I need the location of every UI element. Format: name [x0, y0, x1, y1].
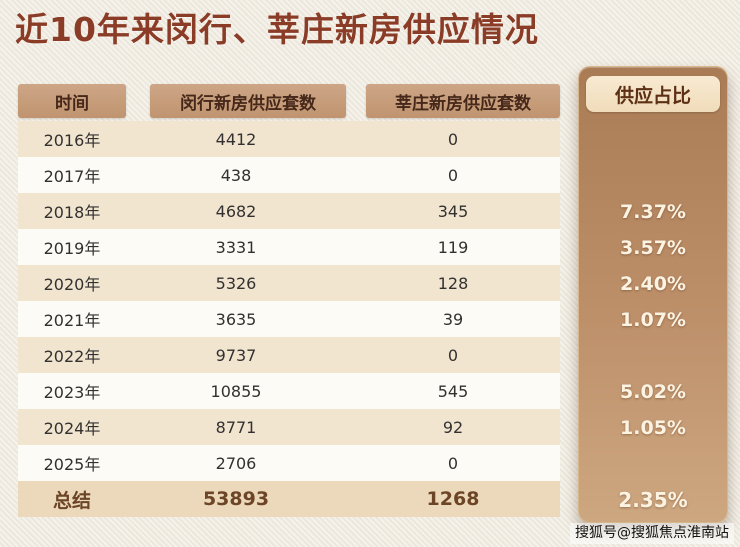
summary-label: 总结 — [52, 489, 91, 512]
year-cell: 2018年 — [43, 203, 101, 222]
xinzhuang-cell: 119 — [437, 237, 469, 257]
ratio-value — [579, 122, 727, 158]
ratio-value: 2.40% — [620, 273, 686, 295]
minhang-cell: 4412 — [215, 129, 257, 149]
table-row: 2023年 10855 545 — [18, 373, 560, 409]
summary-xinzhuang: 1268 — [426, 488, 480, 510]
xinzhuang-cell: 0 — [447, 165, 459, 185]
watermark: 搜狐号@搜狐焦点淮南站 — [570, 523, 734, 544]
xinzhuang-cell: 39 — [442, 309, 464, 329]
year-cell: 2019年 — [43, 239, 101, 258]
year-cell: 2021年 — [43, 311, 101, 330]
minhang-cell: 3331 — [215, 237, 257, 257]
ratio-value: 1.07% — [620, 309, 686, 331]
year-cell: 2017年 — [43, 167, 101, 186]
xinzhuang-cell: 92 — [442, 417, 464, 437]
xinzhuang-cell: 0 — [447, 345, 459, 365]
ratio-value: 3.57% — [620, 237, 686, 259]
minhang-cell: 2706 — [215, 453, 257, 473]
xinzhuang-cell: 545 — [437, 381, 469, 401]
table-row: 2017年 438 0 — [18, 157, 560, 193]
summary-ratio: 2.35% — [618, 488, 688, 512]
page-title: 近10年来闵行、莘庄新房供应情况 — [15, 10, 539, 49]
minhang-cell: 8771 — [215, 417, 257, 437]
table-row: 2018年 4682 345 — [18, 193, 560, 229]
table-row: 2025年 2706 0 — [18, 445, 560, 481]
table-row: 2019年 3331 119 — [18, 229, 560, 265]
table-row: 2021年 3635 39 — [18, 301, 560, 337]
minhang-cell: 438 — [220, 165, 252, 185]
year-cell: 2023年 — [43, 383, 101, 402]
ratio-value — [579, 446, 727, 482]
data-table: 2016年 4412 0 2017年 438 0 2018年 4682 345 … — [18, 121, 560, 517]
year-cell: 2024年 — [43, 419, 101, 438]
minhang-cell: 4682 — [215, 201, 257, 221]
ratio-value: 5.02% — [620, 381, 686, 403]
minhang-cell: 9737 — [215, 345, 257, 365]
year-cell: 2025年 — [43, 455, 101, 474]
year-cell: 2020年 — [43, 275, 101, 294]
ratio-value: 1.05% — [620, 417, 686, 439]
minhang-cell: 5326 — [215, 273, 257, 293]
table-row: 2020年 5326 128 — [18, 265, 560, 301]
table-row: 2022年 9737 0 — [18, 337, 560, 373]
year-cell: 2022年 — [43, 347, 101, 366]
ratio-values: 7.37% 3.57% 2.40% 1.07% 5.02% 1.05% 2.35… — [579, 122, 727, 518]
year-cell: 2016年 — [43, 131, 101, 150]
column-header-minhang: 闵行新房供应套数 — [150, 84, 346, 118]
column-header-xinzhuang: 莘庄新房供应套数 — [366, 84, 560, 118]
xinzhuang-cell: 345 — [437, 201, 469, 221]
ratio-value — [579, 338, 727, 374]
table-row: 2016年 4412 0 — [18, 121, 560, 157]
column-header-ratio: 供应占比 — [586, 76, 720, 112]
ratio-panel: 供应占比 7.37% 3.57% 2.40% 1.07% 5.02% 1.05%… — [578, 66, 728, 523]
table-row: 2024年 8771 92 — [18, 409, 560, 445]
ratio-value — [579, 158, 727, 194]
minhang-cell: 10855 — [210, 381, 262, 401]
ratio-value: 7.37% — [620, 201, 686, 223]
summary-row: 总结 53893 1268 — [18, 481, 560, 517]
minhang-cell: 3635 — [215, 309, 257, 329]
summary-minhang: 53893 — [202, 488, 270, 510]
xinzhuang-cell: 0 — [447, 129, 459, 149]
column-header-time: 时间 — [18, 84, 126, 118]
xinzhuang-cell: 128 — [437, 273, 469, 293]
xinzhuang-cell: 0 — [447, 453, 459, 473]
